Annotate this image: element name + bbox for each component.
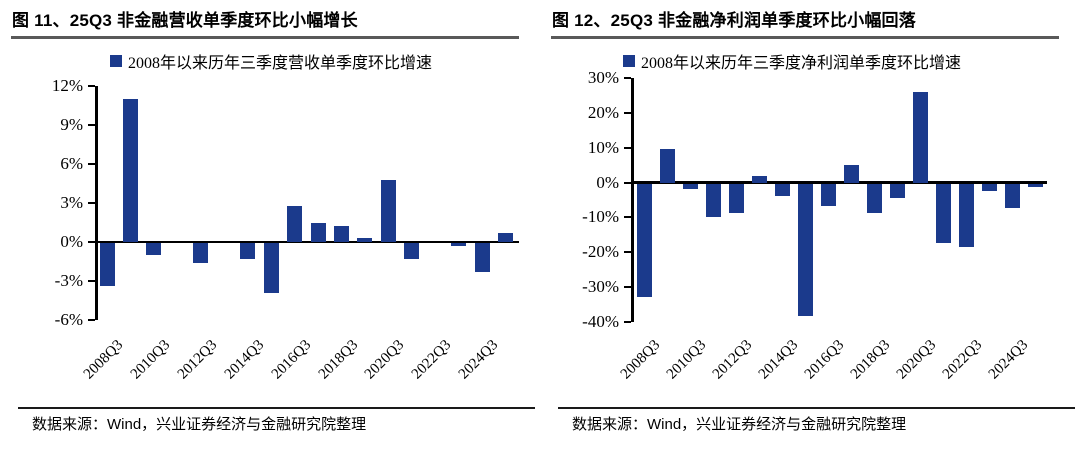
y-tick-label: -40% [582, 312, 619, 331]
y-tick [88, 85, 95, 87]
y-tick [88, 241, 95, 243]
chart-legend: 2008年以来历年三季度营收单季度环比增速 [110, 53, 432, 72]
y-tick-label: 10% [587, 137, 619, 157]
bar-2017Q3 [843, 165, 859, 183]
bar-2012Q3 [193, 243, 209, 263]
figure-12-title: 图 12、25Q3 非金融净利润单季度环比小幅回落 [552, 11, 916, 30]
data-source-note: 数据来源：Wind，兴业证券经济与金融研究院整理 [32, 416, 367, 433]
y-tick [624, 77, 631, 79]
revenue-qoq-bar-chart: 12% 9% 6% 3% 0% -3% -6% 2008Q3 2010Q3 2012Q3 2014Q… [51, 76, 519, 382]
bar-2019Q3 [889, 183, 905, 198]
bar-2014Q3 [774, 183, 790, 196]
y-tick [88, 163, 95, 165]
y-tick [88, 319, 95, 321]
legend-label: 2008年以来历年三季度净利润单季度环比增速 [641, 55, 962, 72]
bar-2015Q3 [797, 183, 813, 317]
bar-2008Q3 [636, 183, 652, 298]
legend-color-swatch [623, 55, 635, 67]
bar-2023Q3 [981, 183, 997, 191]
title-underline [11, 36, 519, 39]
y-tick [624, 216, 631, 219]
y-tick [624, 111, 631, 114]
y-tick-label: -6% [54, 310, 83, 329]
bar-2015Q3 [263, 243, 279, 293]
y-tick [624, 181, 631, 184]
y-tick [624, 146, 631, 149]
y-tick [624, 286, 631, 289]
y-tick-label: 9% [60, 115, 83, 134]
y-tick-label: 20% [587, 102, 619, 122]
bar-2025Q3 [1027, 183, 1043, 188]
y-tick-label: 3% [60, 193, 83, 212]
y-tick [88, 280, 95, 282]
zero-axis-line [631, 181, 1047, 184]
figure-11-title: 图 11、25Q3 非金融营收单季度环比小幅增长 [12, 11, 358, 30]
y-tick [624, 321, 631, 323]
bar-2017Q3 [310, 222, 326, 242]
y-tick [88, 202, 95, 204]
bar-2025Q3 [498, 232, 514, 242]
bar-2009Q3 [659, 149, 675, 183]
y-tick-label: 0% [596, 172, 619, 192]
bar-2020Q3 [380, 179, 396, 242]
y-tick [88, 124, 95, 126]
footer-divider [558, 407, 1075, 409]
legend-color-swatch [110, 55, 122, 67]
bar-2020Q3 [912, 91, 928, 183]
bar-2008Q3 [99, 243, 115, 287]
bar-2011Q3 [705, 183, 721, 217]
footer-divider [18, 407, 535, 409]
data-source-note: 数据来源：Wind，兴业证券经济与金融研究院整理 [572, 416, 907, 433]
net-profit-qoq-bar-chart: 30% 20% 10% 0% -10% -20% -30% -40% 2008Q3 2010Q3 2… [540, 0, 1080, 451]
bar-2021Q3 [935, 183, 951, 244]
bar-2014Q3 [240, 243, 256, 259]
y-tick-label: -30% [582, 277, 619, 297]
title-underline [551, 36, 1059, 39]
zero-axis-line [95, 240, 519, 244]
bar-2024Q3 [474, 243, 490, 272]
bar-2022Q3 [958, 183, 974, 247]
bar-2024Q3 [1004, 183, 1020, 209]
bar-2013Q3 [751, 175, 767, 183]
legend-label: 2008年以来历年三季度营收单季度环比增速 [128, 55, 433, 72]
y-axis-line [631, 78, 634, 322]
y-tick-label: -10% [582, 207, 619, 227]
bar-2012Q3 [728, 183, 744, 214]
bar-2010Q3 [682, 183, 698, 190]
bar-2019Q3 [357, 238, 373, 242]
figure-12-panel: 图 12、25Q3 非金融净利润单季度环比小幅回落 2008年以来历年三季度净利… [540, 0, 1080, 451]
bar-2018Q3 [866, 183, 882, 214]
y-tick-label: 6% [60, 154, 83, 173]
bar-2009Q3 [122, 99, 138, 242]
y-tick-label: -3% [54, 271, 83, 290]
y-tick-label: 30% [587, 68, 619, 87]
chart-legend: 2008年以来历年三季度净利润单季度环比增速 [623, 53, 961, 72]
bar-2016Q3 [287, 205, 303, 242]
y-axis-line [95, 86, 98, 320]
y-tick [624, 251, 631, 254]
bar-2016Q3 [820, 183, 836, 207]
figure-11-panel: 图 11、25Q3 非金融营收单季度环比小幅增长 2008年以来历年三季度营收单… [11, 11, 535, 433]
bar-2023Q3 [451, 243, 467, 246]
y-tick-label: 0% [60, 232, 83, 251]
bar-2018Q3 [334, 226, 349, 242]
bar-2021Q3 [404, 243, 420, 259]
bar-2010Q3 [146, 243, 162, 255]
y-tick-label: 12% [51, 76, 83, 95]
y-tick-label: -20% [582, 242, 619, 262]
